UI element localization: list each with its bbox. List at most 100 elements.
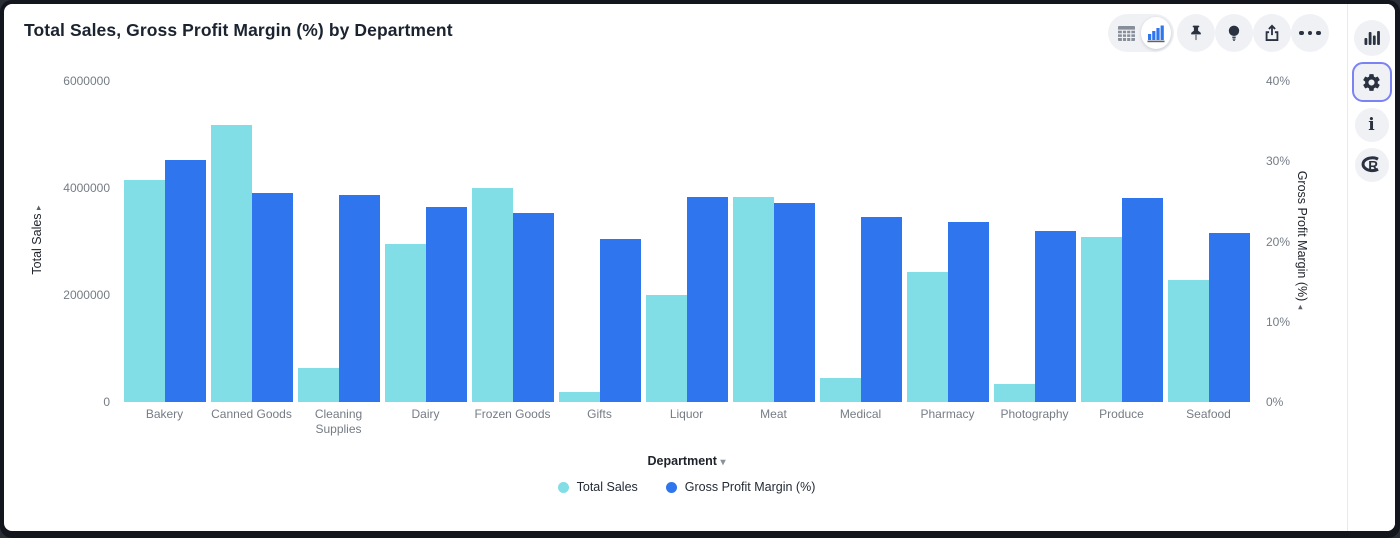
bar-group-meat (730, 81, 817, 402)
bar[interactable] (425, 207, 467, 402)
x-tick-label: Dairy (411, 407, 440, 421)
bar[interactable] (947, 222, 989, 402)
left-axis-title[interactable]: Total Sales ▸ (30, 205, 44, 275)
x-axis-labels: Bakery Canned Goods Cleaning Supplies Dairy… (121, 407, 1252, 437)
chevron-down-icon: ▾ (720, 457, 726, 468)
bar[interactable] (1167, 280, 1209, 402)
sort-caret-icon: ▸ (33, 205, 43, 210)
lightbulb-button[interactable] (1215, 14, 1253, 52)
x-tick-label: Pharmacy (920, 407, 975, 421)
bar-chart-icon (1364, 31, 1380, 45)
bar[interactable] (686, 197, 728, 402)
bar-group-pharmacy (904, 81, 991, 402)
bar-group-cleaning-supplies (295, 81, 382, 402)
x-tick-label: Produce (1099, 407, 1144, 421)
axis-tick-label: 2000000 (63, 288, 110, 302)
axis-tick-label: 0 (103, 395, 110, 409)
svg-text:R: R (1368, 159, 1378, 174)
right-axis-ticks: 0% 10% 20% 30% 40% (1266, 74, 1326, 409)
axis-tick-label: 40% (1266, 74, 1291, 88)
bar-group-medical (817, 81, 904, 402)
axis-tick-label: 20% (1266, 234, 1291, 249)
bar[interactable] (384, 244, 426, 402)
bar[interactable] (773, 203, 815, 402)
bar-group-liquor (643, 81, 730, 402)
axis-tick-label: 0% (1266, 395, 1284, 409)
ellipsis-icon (1299, 30, 1321, 36)
more-options-button[interactable] (1291, 14, 1329, 52)
bar[interactable] (819, 378, 861, 402)
bar[interactable] (558, 392, 600, 402)
chart-view-icon[interactable] (1141, 17, 1171, 49)
x-tick-label: Photography (1000, 407, 1069, 421)
share-icon (1265, 24, 1279, 41)
bar-group-bakery (121, 81, 208, 402)
bar-group-seafood (1165, 81, 1252, 402)
axis-tick-label: 4000000 (63, 181, 110, 195)
bar[interactable] (251, 193, 293, 402)
chart-type-button[interactable] (1353, 20, 1390, 56)
r-logo-icon: R (1361, 156, 1383, 174)
bar[interactable] (599, 239, 641, 402)
settings-button-active[interactable] (1351, 62, 1392, 102)
bar[interactable] (732, 197, 774, 402)
bar[interactable] (210, 125, 252, 402)
bar[interactable] (645, 295, 687, 402)
axis-tick-label: 6000000 (63, 74, 110, 88)
chart-toolbar (1108, 14, 1329, 52)
view-toggle[interactable] (1108, 14, 1174, 52)
bar[interactable] (123, 180, 165, 402)
x-tick-label: Canned Goods (211, 407, 292, 421)
bar-group-produce (1078, 81, 1165, 402)
bar-group-frozen-goods (469, 81, 556, 402)
x-tick-label: Frozen Goods (474, 407, 551, 421)
bar[interactable] (512, 213, 554, 402)
bar[interactable] (993, 384, 1035, 402)
bar[interactable] (860, 217, 902, 402)
right-axis-title[interactable]: Gross Profit Margin (%) ◂ (1295, 170, 1309, 310)
bar[interactable] (1080, 237, 1122, 402)
info-icon: i (1368, 114, 1375, 135)
x-tick-label: Cleaning Supplies (314, 407, 363, 436)
axis-tick-label: 10% (1266, 314, 1291, 329)
lightbulb-icon (1228, 25, 1240, 41)
bar[interactable] (1121, 198, 1163, 402)
x-tick-label: Bakery (145, 407, 184, 421)
x-tick-label: Gifts (587, 407, 612, 421)
r-analytics-button[interactable]: R (1354, 148, 1389, 182)
legend-dot-cyan (557, 481, 569, 493)
left-axis-ticks: 0 2000000 4000000 6000000 (4, 74, 110, 409)
x-tick-label: Liquor (669, 407, 704, 421)
bar-group-canned-goods (208, 81, 295, 402)
x-axis-field-dropdown[interactable]: Department ▾ (647, 454, 726, 468)
chart-card: Total Sales, Gross Profit Margin (%) by … (4, 4, 1395, 531)
legend-dot-blue (665, 481, 677, 493)
share-button[interactable] (1253, 14, 1291, 52)
bar[interactable] (164, 160, 206, 402)
right-sidebar: i R (1347, 4, 1395, 531)
info-button[interactable]: i (1354, 108, 1389, 142)
legend-item-gross-profit-margin[interactable]: Gross Profit Margin (%) (665, 480, 815, 494)
page-title: Total Sales, Gross Profit Margin (%) by … (24, 20, 453, 40)
axis-tick-label: 30% (1266, 154, 1291, 169)
x-tick-label: Medical (839, 407, 882, 421)
bar-group-gifts (556, 81, 643, 402)
bar[interactable] (1208, 233, 1250, 402)
table-view-icon[interactable] (1111, 17, 1141, 49)
bar-group-photography (991, 81, 1078, 402)
bar[interactable] (297, 368, 339, 402)
bar[interactable] (338, 195, 380, 402)
legend-item-total-sales[interactable]: Total Sales (557, 480, 638, 494)
plot-area (121, 81, 1252, 402)
bar[interactable] (1034, 231, 1076, 402)
gear-icon (1363, 73, 1380, 91)
sort-caret-icon: ◂ (1296, 304, 1306, 310)
bar-group-dairy (382, 81, 469, 402)
pin-button[interactable] (1177, 14, 1215, 52)
bar[interactable] (471, 188, 513, 402)
pin-icon (1191, 25, 1201, 41)
x-tick-label: Seafood (1186, 407, 1231, 421)
chart-legend: Total Sales Gross Profit Margin (%) (121, 480, 1252, 494)
bar[interactable] (906, 272, 948, 402)
